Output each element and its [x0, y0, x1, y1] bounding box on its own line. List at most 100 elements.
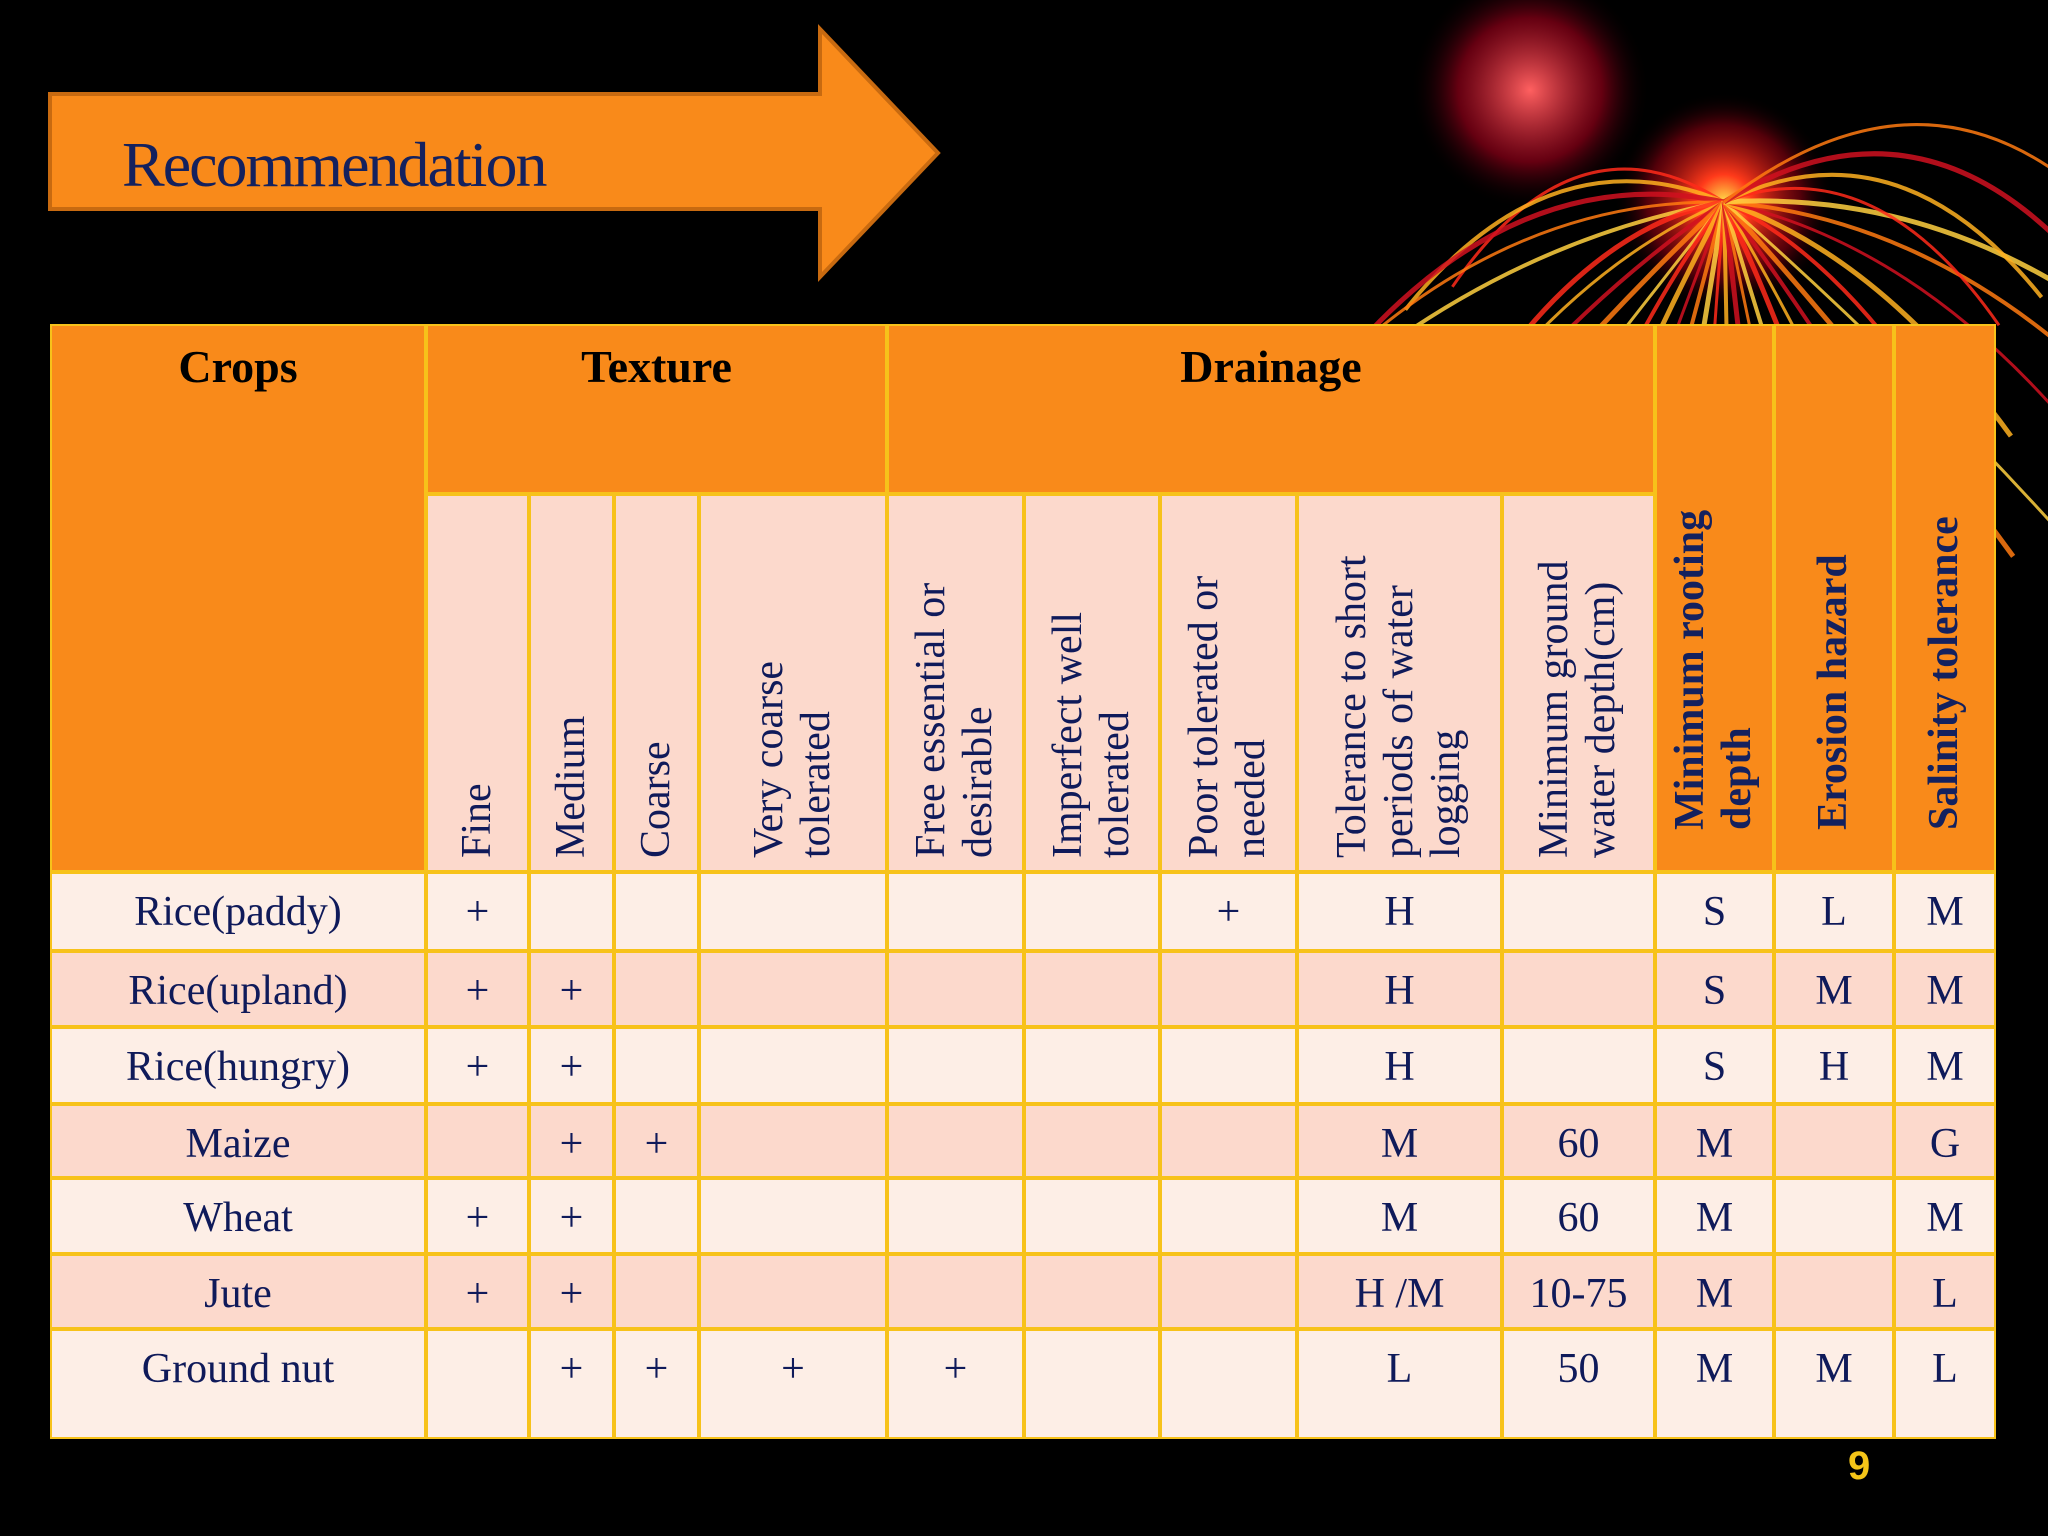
table-cell: [1774, 1104, 1894, 1178]
table-cell: [887, 1254, 1024, 1329]
table-cell: +: [426, 1027, 529, 1104]
column-header: Coarse: [614, 494, 699, 872]
table-cell: L: [1774, 872, 1894, 951]
cell-text: Rice(paddy): [134, 889, 342, 935]
table-cell: +: [426, 951, 529, 1027]
row-header: Rice(upland): [50, 951, 426, 1027]
table-cell: [1024, 1329, 1160, 1439]
row-header: Jute: [50, 1254, 426, 1329]
table-cell: [887, 951, 1024, 1027]
table-cell: M: [1894, 1027, 1996, 1104]
glow: [1410, 0, 1650, 210]
table-cell: H: [1297, 951, 1502, 1027]
column-header: Free essential or desirable: [887, 494, 1024, 872]
group-header: Drainage: [887, 324, 1655, 494]
table-cell: +: [426, 1178, 529, 1254]
table-cell: +: [529, 951, 614, 1027]
table-cell: [1024, 872, 1160, 951]
cell-text: +: [644, 1346, 669, 1392]
column-header: Poor tolerated or needed: [1160, 494, 1297, 872]
cell-text: 50: [1557, 1346, 1600, 1392]
cell-text: S: [1702, 968, 1727, 1014]
table-cell: [887, 1178, 1024, 1254]
row-header: Wheat: [50, 1178, 426, 1254]
table-cell: +: [614, 1329, 699, 1439]
cell-text: L: [1932, 1271, 1958, 1317]
table-cell: +: [529, 1104, 614, 1178]
table-cell: +: [529, 1178, 614, 1254]
title-arrow: [48, 23, 941, 283]
cell-text: M: [1695, 1271, 1734, 1317]
cell-text: 60: [1557, 1121, 1600, 1167]
table-cell: 50: [1502, 1329, 1655, 1439]
column-header: Imperfect well tolerated: [1024, 494, 1160, 872]
table-cell: M: [1655, 1178, 1774, 1254]
table-cell: H: [1297, 872, 1502, 951]
table-cell: M: [1894, 1178, 1996, 1254]
table-cell: S: [1655, 951, 1774, 1027]
cell-text: Erosion hazard: [1810, 554, 1857, 830]
cell-text: Imperfect well tolerated: [1044, 611, 1138, 858]
row-header: Rice(paddy): [50, 872, 426, 951]
table-cell: 10-75: [1502, 1254, 1655, 1329]
table-cell: +: [426, 1254, 529, 1329]
cell-text: Rice(upland): [128, 968, 348, 1014]
cell-text: Poor tolerated or needed: [1181, 575, 1275, 858]
cell-text: Ground nut: [141, 1346, 335, 1392]
cell-text: Maize: [185, 1121, 291, 1167]
cell-text: M: [1695, 1121, 1734, 1167]
table-cell: [699, 1104, 887, 1178]
column-header: Tolerance to short periods of water logg…: [1297, 494, 1502, 872]
table-cell: [887, 1104, 1024, 1178]
table-cell: L: [1297, 1329, 1502, 1439]
table-cell: +: [699, 1329, 887, 1439]
table-cell: [614, 1178, 699, 1254]
cell-text: +: [781, 1346, 805, 1392]
cell-text: +: [465, 1044, 490, 1090]
table-cell: [1024, 951, 1160, 1027]
cell-text: M: [1380, 1121, 1419, 1167]
column-header: Medium: [529, 494, 614, 872]
table-cell: S: [1655, 872, 1774, 951]
cell-text: +: [559, 1121, 584, 1167]
table-cell: +: [887, 1329, 1024, 1439]
table-cell: G: [1894, 1104, 1996, 1178]
table-cell: +: [529, 1027, 614, 1104]
cell-text: H: [1384, 889, 1415, 935]
cell-text: M: [1926, 1195, 1964, 1241]
cell-text: M: [1695, 1195, 1734, 1241]
group-header: Texture: [426, 324, 887, 494]
cell-text: Rice(hungry): [126, 1044, 350, 1090]
cell-text: +: [559, 1044, 584, 1090]
table-cell: [614, 951, 699, 1027]
cell-text: Salinity tolerance: [1921, 516, 1968, 830]
cell-text: +: [465, 968, 490, 1014]
cell-text: S: [1702, 1044, 1727, 1090]
cell-text: Free essential or desirable: [908, 582, 1002, 858]
table-cell: +: [614, 1104, 699, 1178]
table-cell: +: [1160, 872, 1297, 951]
column-header: Erosion hazard: [1774, 324, 1894, 872]
ray: [1723, 200, 2048, 338]
table-cell: [699, 1027, 887, 1104]
table-cell: [614, 1027, 699, 1104]
cell-text: M: [1695, 1346, 1734, 1392]
ray: [1723, 200, 2048, 404]
page-number: 9: [1848, 1444, 1871, 1488]
table-cell: M: [1894, 951, 1996, 1027]
cell-text: Minimum ground water depth(cm): [1531, 560, 1625, 858]
cell-text: G: [1929, 1121, 1961, 1167]
table-cell: [1502, 951, 1655, 1027]
table-cell: M: [1655, 1254, 1774, 1329]
table-cell: [699, 1178, 887, 1254]
column-header: Minimum ground water depth(cm): [1502, 494, 1655, 872]
cell-text: M: [1926, 889, 1964, 935]
cell-text: Minimum rooting depth: [1667, 509, 1761, 830]
cell-text: H: [1818, 1044, 1850, 1090]
cell-text: Fine: [453, 783, 500, 858]
cell-text: +: [465, 889, 490, 935]
table-cell: M: [1774, 951, 1894, 1027]
cell-text: L: [1821, 889, 1847, 935]
table-cell: [1502, 1027, 1655, 1104]
